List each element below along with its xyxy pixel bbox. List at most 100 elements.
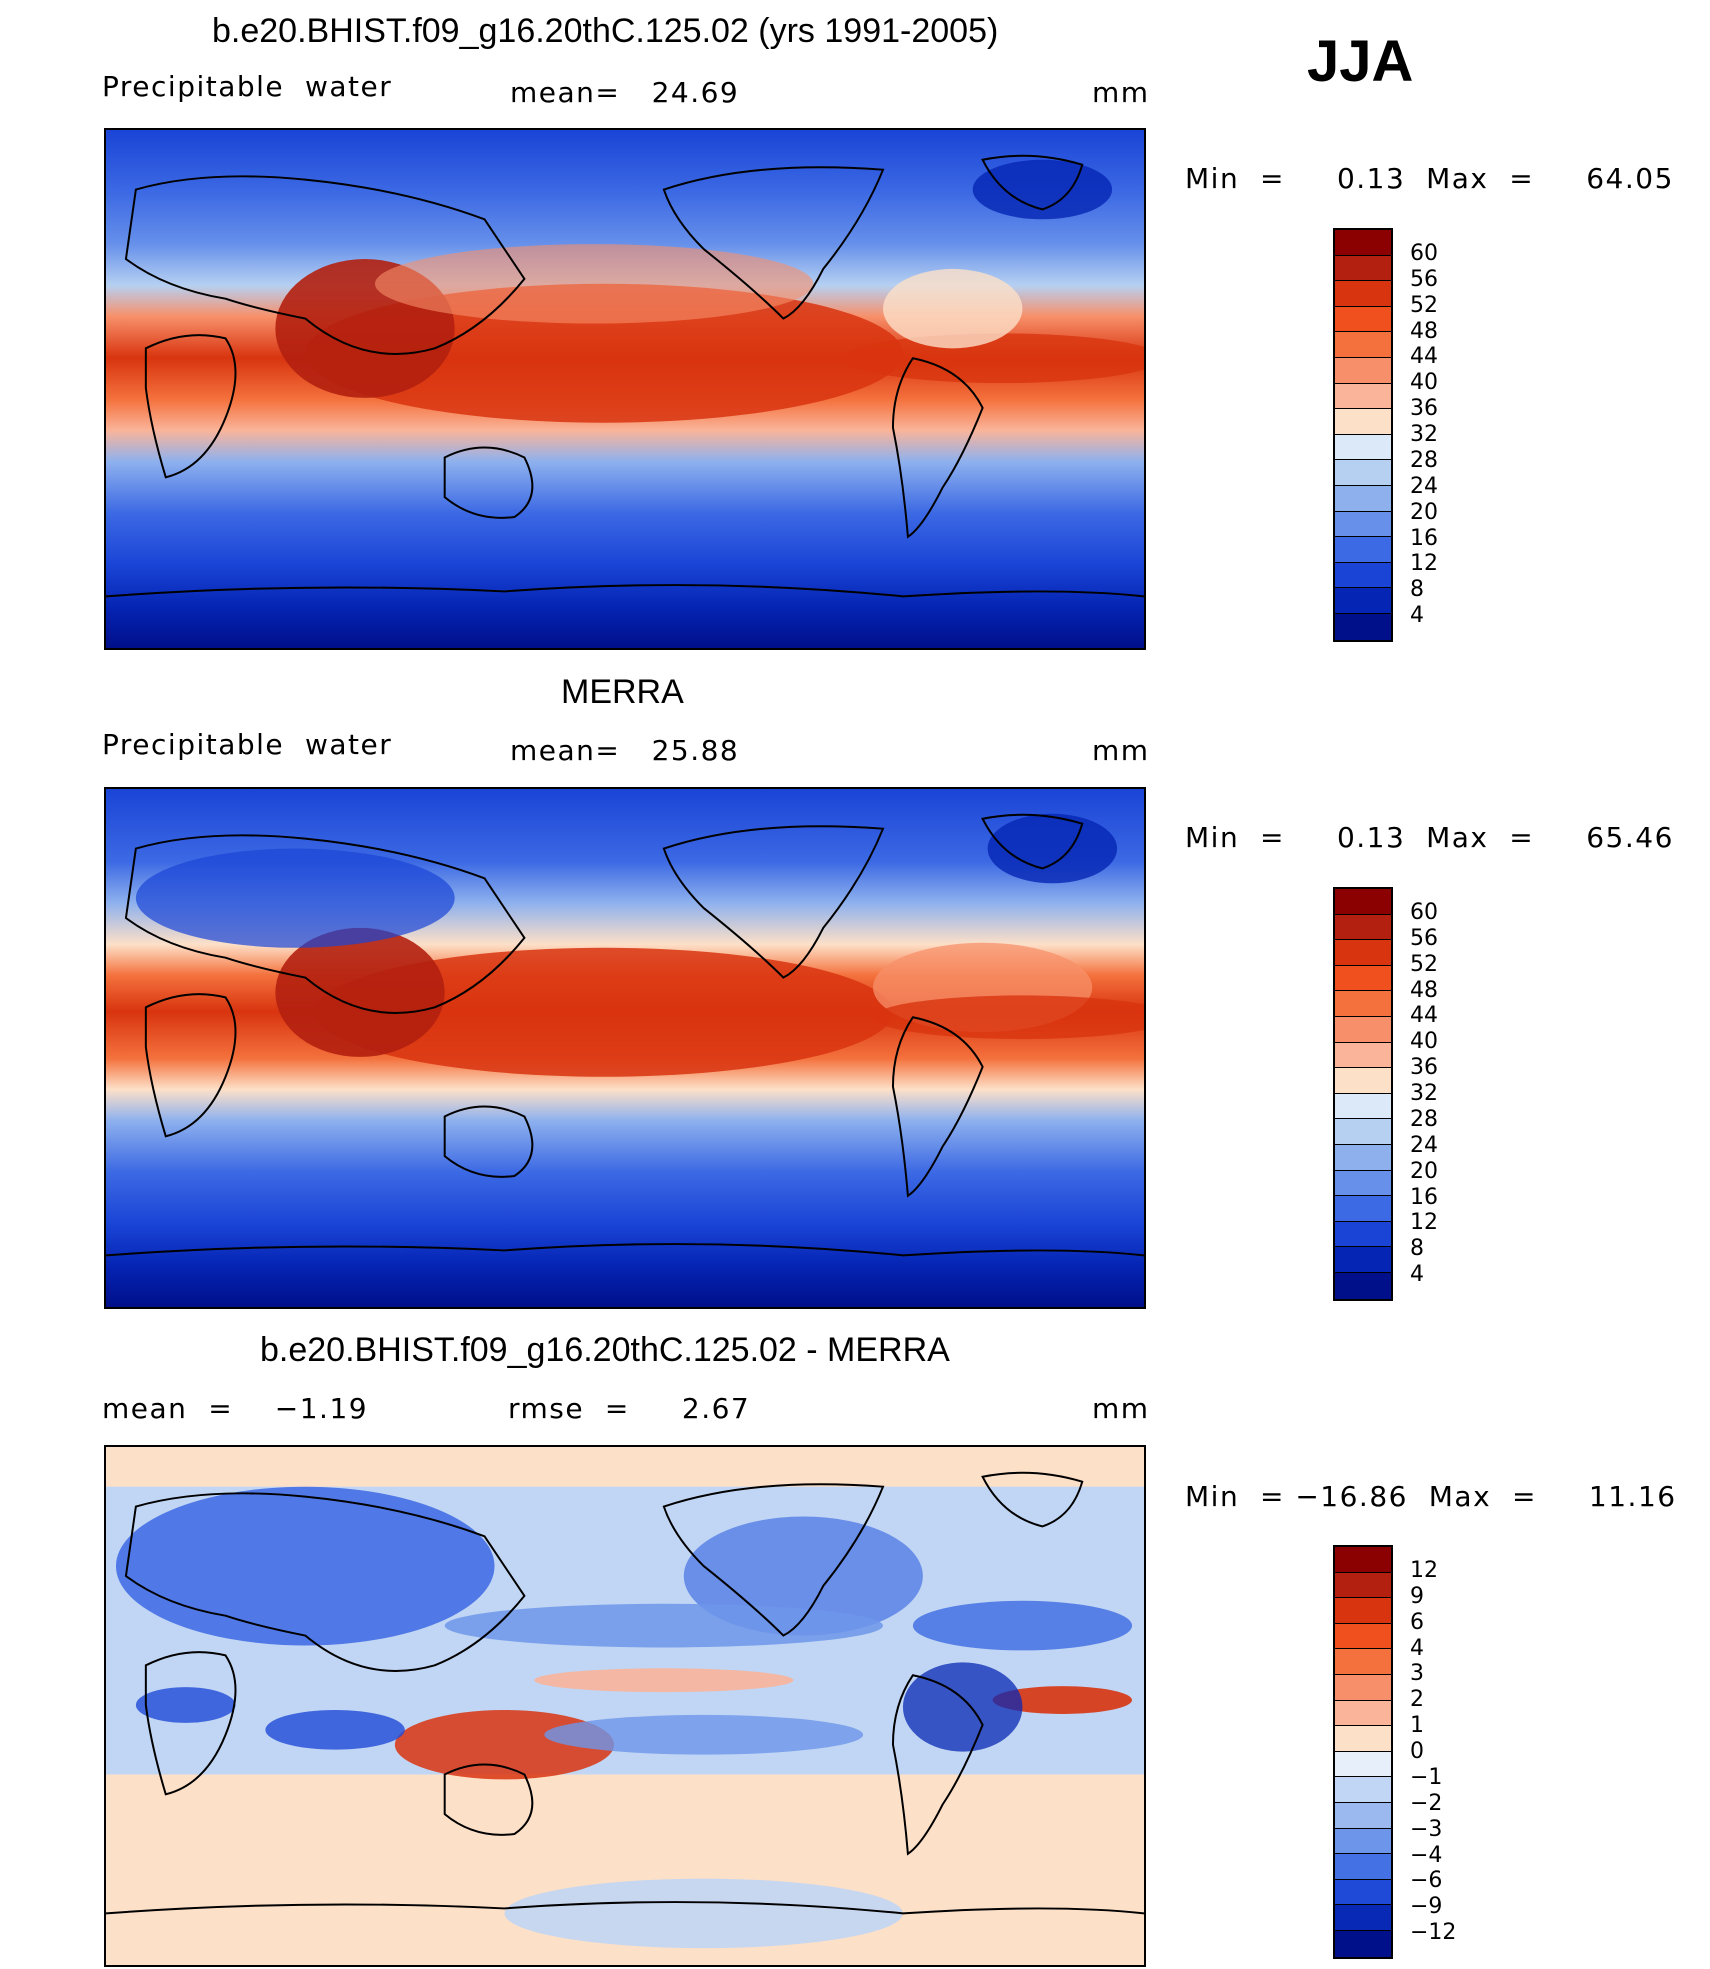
colorbar-tick-label: 32	[1410, 422, 1438, 447]
panel-1-mean-label: mean= 24.69	[510, 76, 740, 109]
colorbar-swatch	[1335, 991, 1391, 1017]
panel-1-minmax: Min = 0.13 Max = 64.05	[1185, 162, 1674, 195]
colorbar-tick-label: 2	[1410, 1687, 1424, 1713]
panel-3-map	[104, 1445, 1146, 1967]
colorbar-swatch	[1335, 1547, 1391, 1573]
colorbar-swatch	[1335, 1674, 1391, 1701]
panel-2-minmax: Min = 0.13 Max = 65.46	[1185, 821, 1674, 854]
colorbar-tick-label: 40	[1410, 1029, 1438, 1055]
colorbar-swatch	[1335, 1828, 1391, 1855]
colorbar-tick-label: 16	[1410, 1184, 1438, 1210]
colorbar-swatch	[1335, 1068, 1391, 1094]
colorbar-swatch	[1335, 306, 1391, 333]
colorbar-swatch	[1335, 1272, 1391, 1299]
colorbar-swatch	[1335, 889, 1391, 915]
colorbar-tick-label: 56	[1410, 266, 1438, 292]
panel-3-units: mm	[1092, 1392, 1150, 1425]
panel-3-colorbar	[1333, 1545, 1393, 1959]
colorbar-tick-label: −6	[1410, 1868, 1443, 1894]
panel-2-map	[104, 787, 1146, 1309]
colorbar-tick-label: 48	[1410, 318, 1438, 344]
colorbar-tick-label: 0	[1410, 1739, 1424, 1764]
colorbar-tick-label: 1	[1410, 1713, 1424, 1739]
colorbar-tick-label: 52	[1410, 951, 1438, 977]
panel-3-minmax: Min = −16.86 Max = 11.16	[1185, 1480, 1677, 1513]
colorbar-tick-label: 8	[1410, 1236, 1424, 1262]
colorbar-swatch	[1335, 1221, 1391, 1248]
panel-3-mean-label: mean = −1.19	[102, 1392, 369, 1425]
colorbar-tick-label: 36	[1410, 1055, 1438, 1081]
colorbar-tick-label: −4	[1410, 1842, 1443, 1868]
season-label: JJA	[1307, 29, 1414, 94]
colorbar-swatch	[1335, 281, 1391, 307]
colorbar-swatch	[1335, 1777, 1391, 1803]
colorbar-tick-label: 12	[1410, 1210, 1438, 1236]
panel-1-map	[104, 128, 1146, 650]
colorbar-swatch	[1335, 1170, 1391, 1197]
colorbar-swatch	[1335, 1623, 1391, 1650]
panel-1-title: b.e20.BHIST.f09_g16.20thC.125.02 (yrs 19…	[212, 12, 999, 50]
colorbar-swatch	[1335, 1879, 1391, 1906]
colorbar-swatch	[1335, 332, 1391, 358]
colorbar-tick-label: −1	[1410, 1764, 1443, 1790]
colorbar-swatch	[1335, 357, 1391, 384]
colorbar-swatch	[1335, 1572, 1391, 1599]
colorbar-tick-label: −2	[1410, 1790, 1443, 1816]
colorbar-tick-label: 60	[1410, 899, 1438, 925]
panel-2-mean-label: mean= 25.88	[510, 734, 740, 767]
panel-1-map-plot	[106, 130, 1144, 648]
colorbar-tick-label: 16	[1410, 525, 1438, 551]
colorbar-swatch	[1335, 1751, 1391, 1778]
colorbar-swatch	[1335, 383, 1391, 410]
colorbar-tick-label: 24	[1410, 1132, 1438, 1158]
colorbar-swatch	[1335, 562, 1391, 589]
colorbar-swatch	[1335, 914, 1391, 941]
colorbar-swatch	[1335, 1016, 1391, 1043]
panel-1-colorbar	[1333, 228, 1393, 642]
colorbar-swatch	[1335, 1598, 1391, 1624]
colorbar-tick-label: 44	[1410, 344, 1438, 370]
colorbar-swatch	[1335, 1802, 1391, 1829]
colorbar-swatch	[1335, 613, 1391, 640]
panel-1-variable-label: Precipitable water	[102, 70, 393, 103]
colorbar-swatch	[1335, 1042, 1391, 1069]
colorbar-swatch	[1335, 1144, 1391, 1171]
colorbar-tick-label: 4	[1410, 603, 1424, 629]
panel-2-colorbar	[1333, 887, 1393, 1301]
panel-1-units: mm	[1092, 76, 1150, 109]
colorbar-tick-label: 60	[1410, 240, 1438, 266]
colorbar-swatch	[1335, 1093, 1391, 1120]
panel-3-title: b.e20.BHIST.f09_g16.20thC.125.02 - MERRA	[260, 1331, 950, 1369]
colorbar-swatch	[1335, 1700, 1391, 1727]
colorbar-swatch	[1335, 511, 1391, 538]
panel-2-units: mm	[1092, 734, 1150, 767]
colorbar-swatch	[1335, 965, 1391, 992]
colorbar-tick-label: 24	[1410, 473, 1438, 499]
colorbar-tick-label: 36	[1410, 396, 1438, 422]
colorbar-swatch	[1335, 1247, 1391, 1273]
colorbar-swatch	[1335, 588, 1391, 614]
colorbar-tick-label: 28	[1410, 1106, 1438, 1132]
colorbar-swatch	[1335, 409, 1391, 435]
colorbar-swatch	[1335, 255, 1391, 282]
colorbar-swatch	[1335, 434, 1391, 461]
colorbar-tick-label: 3	[1410, 1661, 1424, 1687]
colorbar-swatch	[1335, 1649, 1391, 1675]
panel-2-title: MERRA	[561, 673, 684, 711]
colorbar-tick-label: 20	[1410, 1158, 1438, 1184]
colorbar-swatch	[1335, 537, 1391, 563]
colorbar-swatch	[1335, 1930, 1391, 1957]
colorbar-tick-label: 32	[1410, 1081, 1438, 1106]
colorbar-swatch	[1335, 940, 1391, 966]
colorbar-tick-label: −9	[1410, 1894, 1443, 1920]
colorbar-tick-label: 12	[1410, 551, 1438, 577]
colorbar-swatch	[1335, 1905, 1391, 1931]
colorbar-swatch	[1335, 485, 1391, 512]
colorbar-tick-label: 4	[1410, 1635, 1424, 1661]
colorbar-swatch	[1335, 1196, 1391, 1222]
colorbar-tick-label: 48	[1410, 977, 1438, 1003]
colorbar-tick-label: 12	[1410, 1557, 1438, 1583]
colorbar-swatch	[1335, 1854, 1391, 1880]
panel-2-variable-label: Precipitable water	[102, 728, 393, 761]
colorbar-tick-label: 44	[1410, 1003, 1438, 1029]
